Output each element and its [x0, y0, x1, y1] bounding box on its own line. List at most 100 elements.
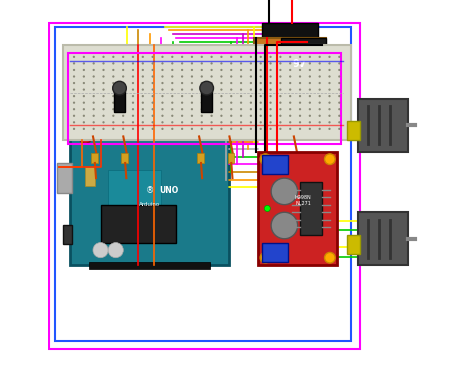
Circle shape	[112, 75, 114, 78]
Circle shape	[260, 82, 262, 84]
Circle shape	[230, 95, 232, 97]
Bar	[89, 262, 210, 269]
Circle shape	[122, 75, 124, 78]
Circle shape	[230, 108, 232, 110]
Circle shape	[319, 95, 321, 97]
Circle shape	[73, 128, 75, 130]
Circle shape	[240, 102, 242, 104]
Circle shape	[240, 121, 242, 124]
Circle shape	[79, 130, 92, 143]
Circle shape	[230, 128, 232, 130]
Circle shape	[142, 75, 144, 78]
Circle shape	[132, 114, 134, 117]
Circle shape	[171, 102, 173, 104]
Circle shape	[83, 82, 85, 84]
Bar	[63, 225, 72, 244]
Circle shape	[132, 121, 134, 124]
Circle shape	[132, 75, 134, 78]
Circle shape	[112, 102, 114, 104]
Circle shape	[220, 69, 223, 71]
Bar	[63, 45, 351, 140]
Circle shape	[269, 128, 272, 130]
Circle shape	[191, 102, 193, 104]
Circle shape	[200, 81, 213, 95]
Circle shape	[92, 56, 95, 58]
Circle shape	[83, 88, 85, 91]
Circle shape	[319, 121, 321, 124]
Circle shape	[122, 56, 124, 58]
Circle shape	[220, 121, 223, 124]
Circle shape	[250, 121, 252, 124]
Circle shape	[299, 69, 301, 71]
Circle shape	[328, 69, 331, 71]
Circle shape	[181, 82, 183, 84]
Circle shape	[83, 102, 85, 104]
Circle shape	[132, 128, 134, 130]
Circle shape	[260, 75, 262, 78]
Circle shape	[73, 114, 75, 117]
Circle shape	[269, 121, 272, 124]
Circle shape	[250, 88, 252, 91]
Circle shape	[171, 88, 173, 91]
Circle shape	[92, 82, 95, 84]
Circle shape	[171, 62, 173, 64]
Circle shape	[132, 102, 134, 104]
Circle shape	[338, 88, 340, 91]
Circle shape	[289, 75, 292, 78]
Circle shape	[328, 75, 331, 78]
Circle shape	[152, 75, 154, 78]
Circle shape	[309, 121, 311, 124]
Circle shape	[112, 69, 114, 71]
Circle shape	[108, 243, 123, 258]
Circle shape	[260, 108, 262, 110]
Circle shape	[201, 108, 203, 110]
Circle shape	[181, 88, 183, 91]
Circle shape	[161, 69, 164, 71]
Circle shape	[269, 82, 272, 84]
Circle shape	[201, 69, 203, 71]
Circle shape	[289, 69, 292, 71]
Circle shape	[152, 88, 154, 91]
Circle shape	[142, 102, 144, 104]
Circle shape	[181, 121, 183, 124]
Bar	[262, 155, 288, 174]
Circle shape	[309, 69, 311, 71]
Circle shape	[152, 128, 154, 130]
Bar	[201, 89, 212, 112]
Circle shape	[122, 62, 124, 64]
Circle shape	[309, 56, 311, 58]
Circle shape	[152, 108, 154, 110]
Circle shape	[309, 82, 311, 84]
Circle shape	[230, 121, 232, 124]
Circle shape	[161, 56, 164, 58]
Circle shape	[112, 82, 114, 84]
Circle shape	[230, 62, 232, 64]
Circle shape	[299, 128, 301, 130]
Circle shape	[181, 128, 183, 130]
Circle shape	[171, 95, 173, 97]
Circle shape	[230, 75, 232, 78]
Circle shape	[309, 102, 311, 104]
Circle shape	[102, 56, 105, 58]
Bar	[292, 153, 299, 163]
Circle shape	[250, 95, 252, 97]
Circle shape	[289, 88, 292, 91]
Circle shape	[240, 75, 242, 78]
Circle shape	[269, 88, 272, 91]
Circle shape	[260, 121, 262, 124]
Text: ®: ®	[146, 186, 154, 195]
Circle shape	[161, 102, 164, 104]
Circle shape	[92, 108, 95, 110]
Circle shape	[201, 62, 203, 64]
Circle shape	[171, 75, 173, 78]
Circle shape	[299, 62, 301, 64]
Text: Arduino: Arduino	[139, 202, 161, 207]
Circle shape	[181, 108, 183, 110]
Circle shape	[279, 121, 282, 124]
Circle shape	[319, 102, 321, 104]
Text: UNO: UNO	[159, 186, 178, 195]
Circle shape	[260, 69, 262, 71]
Circle shape	[289, 108, 292, 110]
Circle shape	[250, 102, 252, 104]
Circle shape	[210, 128, 213, 130]
